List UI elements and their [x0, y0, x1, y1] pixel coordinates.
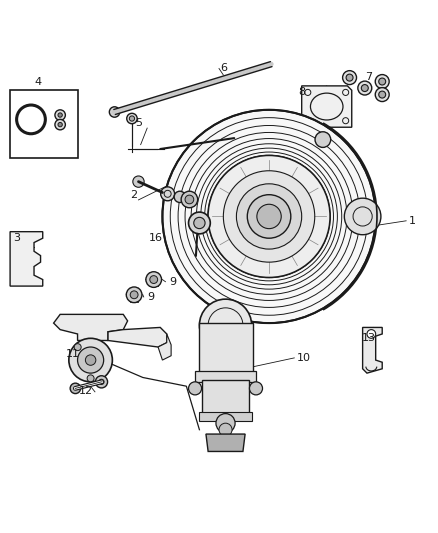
Polygon shape — [302, 86, 352, 127]
Bar — [199, 413, 252, 421]
Circle shape — [188, 212, 210, 234]
Circle shape — [162, 110, 376, 323]
Circle shape — [208, 156, 330, 277]
Text: 4: 4 — [35, 77, 42, 87]
Circle shape — [346, 74, 353, 81]
Circle shape — [69, 338, 113, 382]
Circle shape — [315, 132, 331, 148]
Circle shape — [237, 184, 302, 249]
Text: 1: 1 — [409, 216, 416, 226]
Text: 5: 5 — [135, 118, 142, 128]
Text: 11: 11 — [66, 349, 80, 359]
Polygon shape — [10, 232, 43, 286]
Polygon shape — [363, 327, 382, 373]
Circle shape — [181, 191, 198, 208]
Circle shape — [219, 423, 232, 436]
Circle shape — [70, 383, 81, 393]
Circle shape — [358, 81, 372, 95]
Text: 6: 6 — [220, 63, 227, 74]
Circle shape — [185, 195, 194, 204]
Bar — [195, 371, 256, 382]
Circle shape — [379, 91, 386, 98]
Text: 3: 3 — [13, 233, 20, 243]
Text: 10: 10 — [297, 353, 311, 363]
Circle shape — [55, 110, 65, 120]
Circle shape — [250, 382, 262, 395]
Circle shape — [110, 107, 120, 117]
Circle shape — [361, 85, 368, 92]
Circle shape — [194, 217, 205, 229]
Circle shape — [129, 116, 134, 121]
Circle shape — [95, 376, 108, 388]
Circle shape — [223, 171, 315, 262]
Circle shape — [161, 187, 175, 201]
Text: 12: 12 — [79, 385, 93, 395]
Circle shape — [344, 198, 381, 235]
Bar — [198, 323, 253, 375]
Circle shape — [375, 75, 389, 88]
Circle shape — [87, 375, 94, 382]
Circle shape — [247, 195, 291, 238]
Circle shape — [58, 123, 62, 127]
Text: 8: 8 — [298, 87, 305, 98]
Text: 16: 16 — [149, 233, 163, 243]
Circle shape — [375, 87, 389, 102]
Circle shape — [58, 113, 62, 117]
Circle shape — [199, 299, 252, 351]
Circle shape — [146, 272, 162, 287]
Text: 7: 7 — [366, 72, 373, 82]
Circle shape — [127, 114, 137, 124]
Circle shape — [216, 414, 235, 433]
Text: 13: 13 — [362, 333, 376, 343]
Polygon shape — [158, 334, 171, 360]
Circle shape — [367, 329, 376, 338]
Circle shape — [126, 287, 142, 303]
Polygon shape — [108, 327, 167, 347]
Circle shape — [130, 291, 138, 298]
Circle shape — [74, 344, 81, 351]
Text: 2: 2 — [131, 190, 138, 200]
Circle shape — [133, 176, 144, 187]
Circle shape — [257, 204, 281, 229]
Circle shape — [99, 379, 104, 384]
Text: 9: 9 — [169, 277, 176, 287]
Circle shape — [343, 71, 357, 85]
Bar — [201, 379, 250, 415]
Circle shape — [85, 355, 96, 365]
Text: 9: 9 — [147, 292, 154, 302]
Bar — [10, 90, 78, 158]
Circle shape — [188, 382, 201, 395]
Circle shape — [78, 347, 104, 373]
Circle shape — [150, 276, 158, 284]
Circle shape — [174, 191, 185, 203]
Circle shape — [55, 119, 65, 130]
Polygon shape — [53, 314, 127, 341]
Polygon shape — [206, 434, 245, 451]
Circle shape — [379, 78, 386, 85]
